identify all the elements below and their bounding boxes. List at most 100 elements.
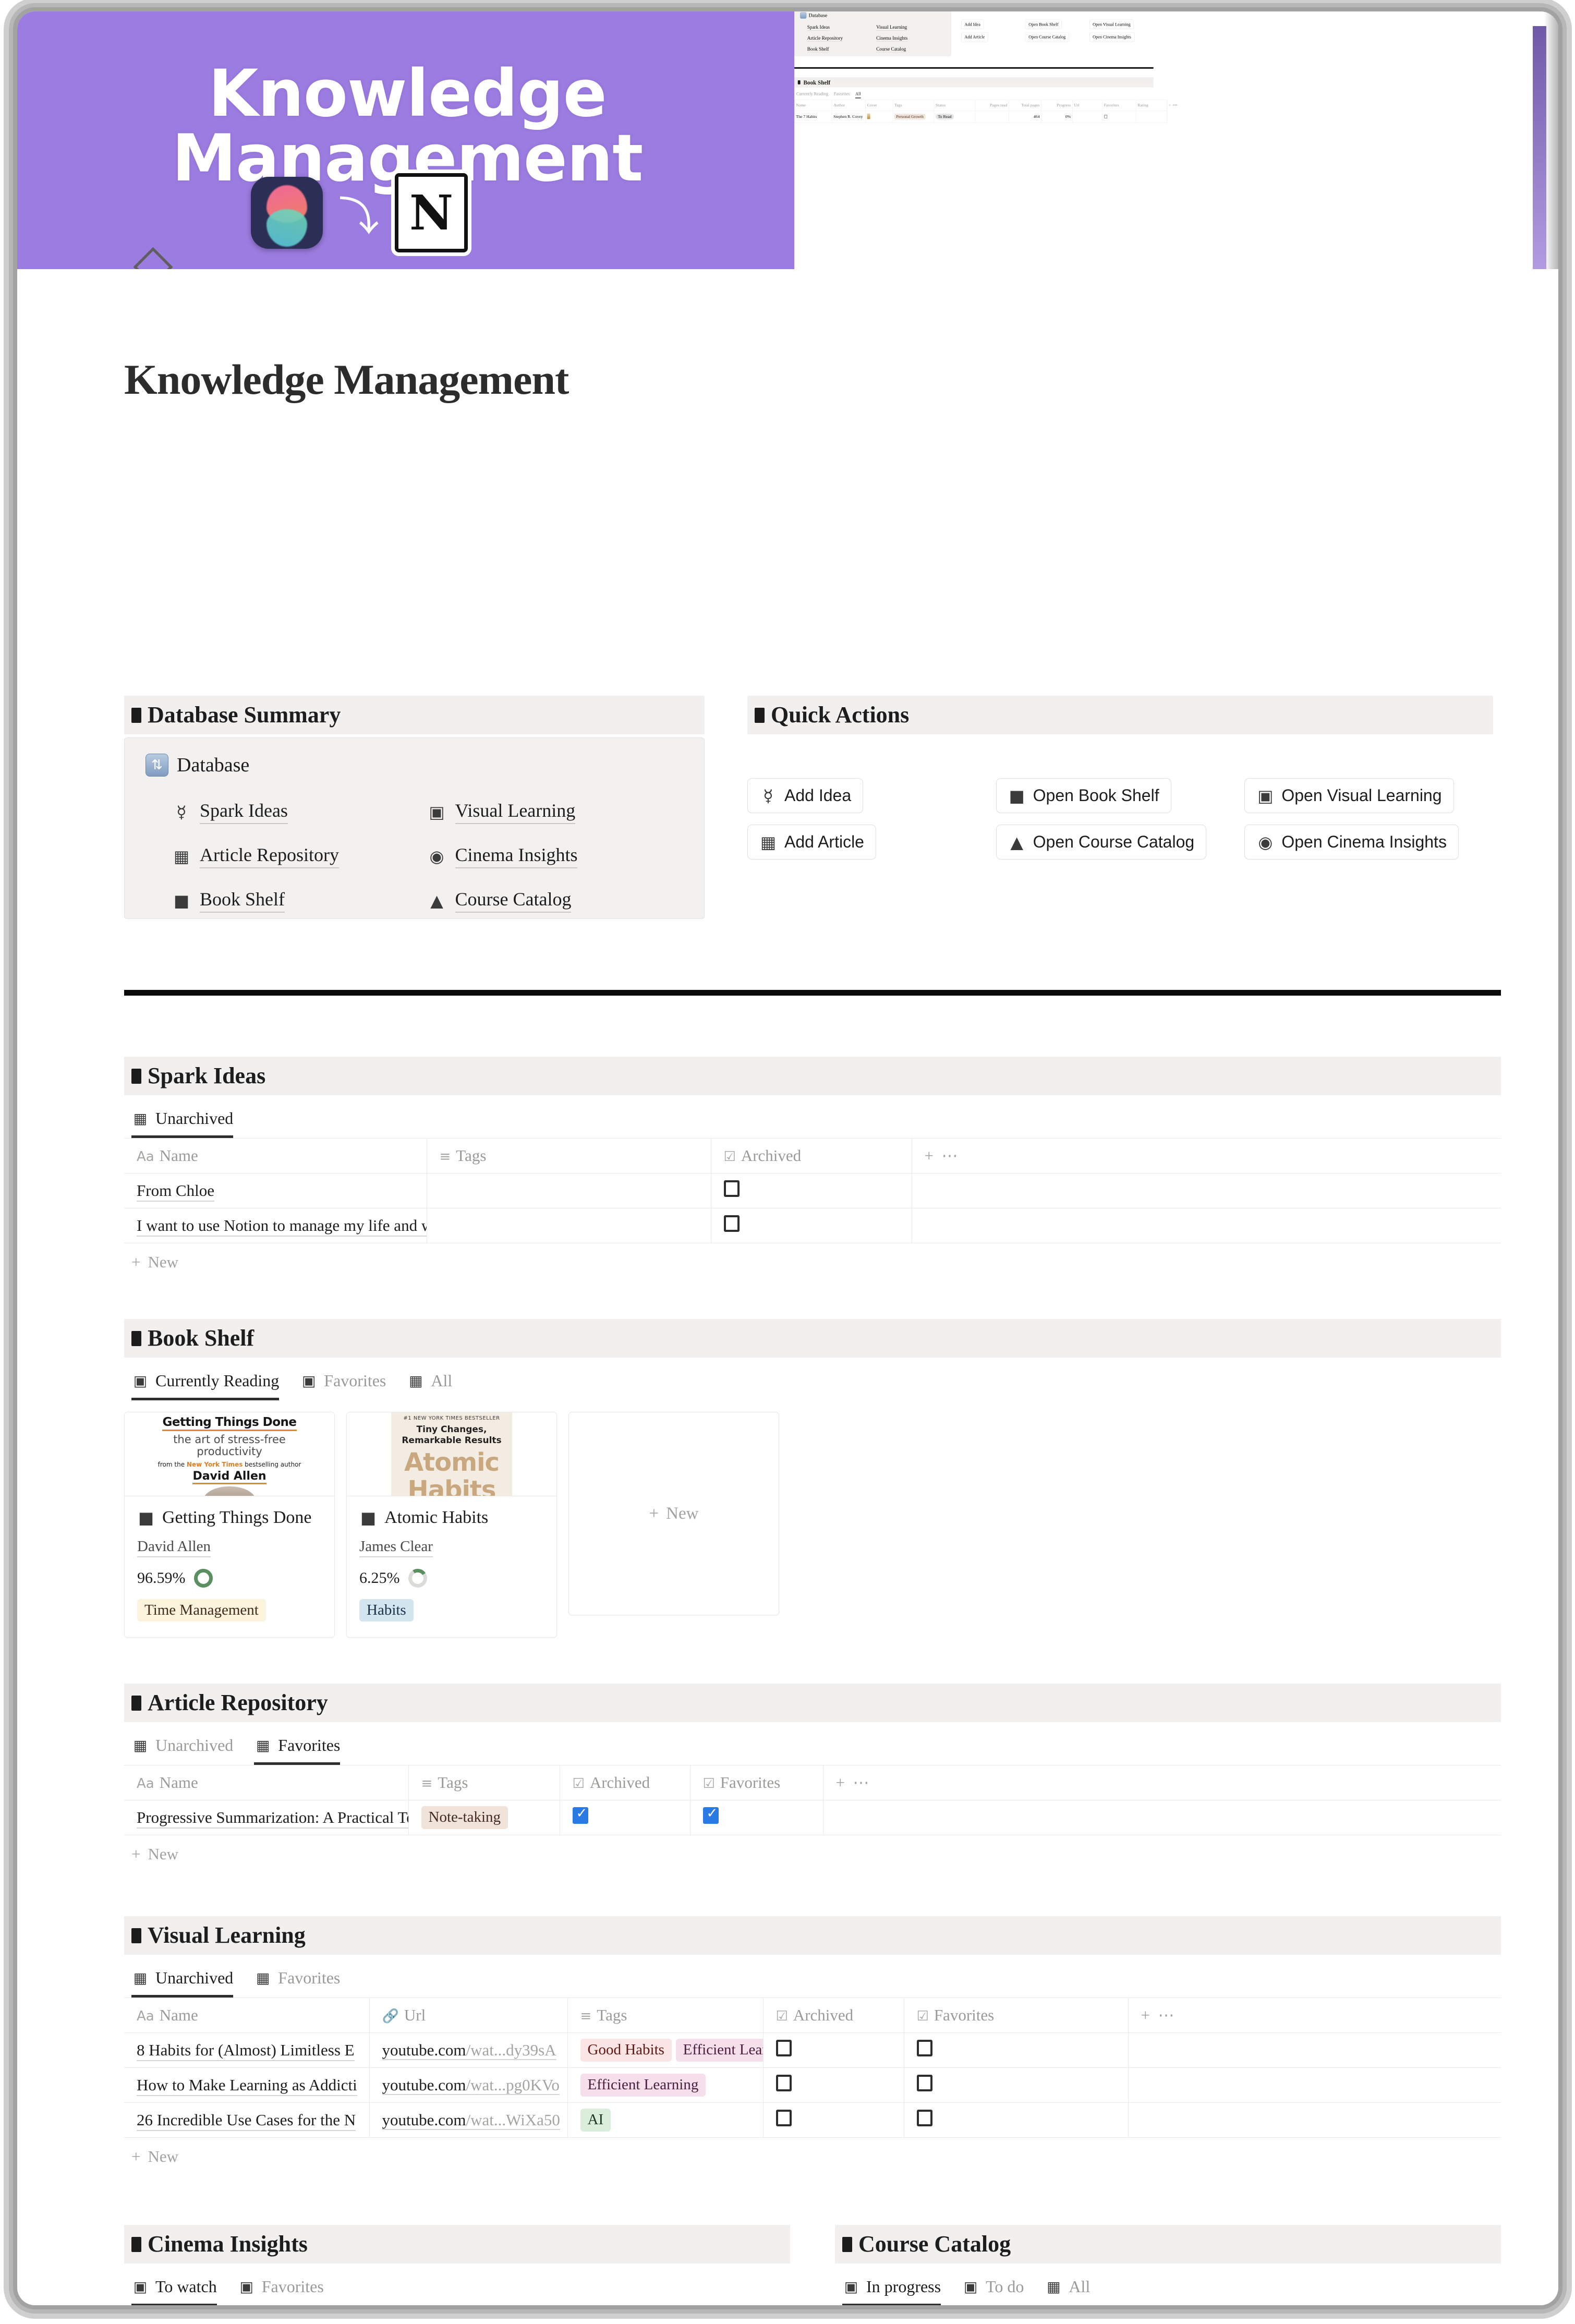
db-link-visual-learning[interactable]: ▣ Visual Learning [428, 800, 684, 824]
checkbox-unchecked-icon[interactable] [776, 2075, 792, 2091]
table-row[interactable]: Progressive Summarization: A Practical T… [124, 1800, 1501, 1835]
column-header-name[interactable]: Aa Name [124, 1998, 370, 2033]
cell-name[interactable]: 26 Incredible Use Cases for the N [124, 2102, 370, 2138]
column-header-archived[interactable]: ☑ Archived [763, 1998, 904, 2033]
cell-favorites[interactable] [690, 1800, 823, 1835]
checkbox-unchecked-icon[interactable] [723, 1180, 740, 1197]
column-header-archived[interactable]: ☑ Archived [711, 1138, 912, 1173]
column-header-add[interactable]: + ⋯ [823, 1765, 1501, 1800]
more-icon[interactable]: ⋯ [853, 1773, 869, 1792]
column-header-tags[interactable]: ≡ Tags [567, 1998, 764, 2033]
view-tab-favorites[interactable]: ▣ Favorites [238, 2277, 323, 2305]
view-tab-to-watch[interactable]: ▣ To watch [131, 2277, 217, 2305]
column-header-archived[interactable]: ☑ Archived [560, 1765, 690, 1800]
add-article-button[interactable]: ▦ Add Article [747, 825, 876, 860]
view-tab-all[interactable]: ▦ All [407, 1371, 452, 1400]
cell-archived[interactable] [711, 1208, 912, 1243]
book-shelf-new-card[interactable]: + New [568, 1412, 779, 1615]
view-tab-to-do[interactable]: ▣ To do [962, 2277, 1024, 2305]
cell-archived[interactable] [763, 2067, 904, 2103]
column-header-favorites[interactable]: ☑ Favorites [690, 1765, 823, 1800]
cell-tags[interactable] [427, 1208, 711, 1243]
checkbox-unchecked-icon[interactable] [776, 2110, 792, 2126]
more-icon[interactable]: ⋯ [941, 1146, 958, 1165]
table-row[interactable]: 8 Habits for (Almost) Limitless E youtub… [124, 2032, 1501, 2068]
view-tab-label: All [431, 1371, 453, 1390]
open-visual-learning-button[interactable]: ▣ Open Visual Learning [1244, 778, 1454, 813]
cell-archived[interactable] [763, 2102, 904, 2138]
visual-learning-new-row[interactable]: + New [124, 2138, 1501, 2166]
cell-archived[interactable] [560, 1800, 690, 1835]
column-header-name[interactable]: Aa Name [124, 1138, 427, 1173]
add-idea-button[interactable]: ☿ Add Idea [747, 778, 864, 813]
column-header-tags[interactable]: ≡ Tags [408, 1765, 560, 1800]
open-cinema-insights-button[interactable]: ◉ Open Cinema Insights [1244, 825, 1459, 860]
view-tab-unarchived[interactable]: ▦ Unarchived [131, 1968, 234, 1998]
cell-favorites[interactable] [904, 2032, 1129, 2068]
view-tab-all[interactable]: ▦ All [1045, 2277, 1090, 2305]
column-header-add[interactable]: + ⋯ [1128, 1998, 1501, 2033]
section-bullet-icon [131, 1330, 141, 1346]
cell-tags[interactable]: Efficient Learning [567, 2067, 764, 2103]
book-card[interactable]: #1 NEW YORK TIMES BESTSELLER Tiny Change… [346, 1412, 557, 1638]
cell-favorites[interactable] [904, 2067, 1129, 2103]
row-tag: Good Habits [580, 2039, 672, 2062]
spark-ideas-header: Spark Ideas [124, 1057, 1501, 1095]
cell-name[interactable]: 8 Habits for (Almost) Limitless E [124, 2032, 370, 2068]
db-link-article-repository[interactable]: ▦ Article Repository [173, 844, 428, 868]
table-row[interactable]: 26 Incredible Use Cases for the N youtub… [124, 2102, 1501, 2138]
view-tab-favorites[interactable]: ▦ Favorites [254, 1968, 340, 1998]
checkbox-unchecked-icon[interactable] [916, 2110, 932, 2126]
column-header-add[interactable]: + ⋯ [912, 1138, 1501, 1173]
column-header-tags[interactable]: ≡ Tags [427, 1138, 711, 1173]
table-row[interactable]: How to Make Learning as Addicti youtube.… [124, 2067, 1501, 2103]
db-link-cinema-insights[interactable]: ◉ Cinema Insights [428, 844, 684, 868]
spark-ideas-new-row[interactable]: + New [124, 1243, 1501, 1272]
cell-name[interactable]: I want to use Notion to manage my life a… [124, 1208, 427, 1243]
view-tab-favorites[interactable]: ▣ Favorites [300, 1371, 386, 1400]
open-book-shelf-button[interactable]: ■ Open Book Shelf [996, 778, 1171, 813]
view-tab-favorites[interactable]: ▦ Favorites [254, 1736, 341, 1765]
checkbox-unchecked-icon[interactable] [916, 2040, 932, 2056]
more-icon[interactable]: ⋯ [1158, 2006, 1174, 2024]
checkbox-unchecked-icon[interactable] [916, 2075, 932, 2091]
cell-name[interactable]: Progressive Summarization: A Practical T… [124, 1800, 409, 1835]
cell-tags[interactable]: Good Habits Efficient Learn [567, 2032, 764, 2068]
notion-letter: N [409, 185, 454, 241]
cell-archived[interactable] [711, 1173, 912, 1208]
plus-icon[interactable]: + [835, 1773, 845, 1792]
column-header-url[interactable]: 🔗 Url [369, 1998, 568, 2033]
cell-name[interactable]: How to Make Learning as Addicti [124, 2067, 370, 2103]
plus-icon[interactable]: + [1141, 2006, 1150, 2024]
cell-url[interactable]: youtube.com/wat...WiXa50 [369, 2102, 568, 2138]
db-link-book-shelf[interactable]: ■ Book Shelf [173, 888, 428, 913]
view-tab-in-progress[interactable]: ▣ In progress [842, 2277, 941, 2305]
cell-tags[interactable] [427, 1173, 711, 1208]
checkbox-checked-icon[interactable] [572, 1806, 588, 1824]
cell-favorites[interactable] [904, 2102, 1129, 2138]
column-header-name[interactable]: Aa Name [124, 1765, 409, 1800]
column-header-favorites[interactable]: ☑ Favorites [904, 1998, 1129, 2033]
open-course-catalog-button[interactable]: ▲ Open Course Catalog [996, 825, 1207, 860]
checkbox-unchecked-icon[interactable] [776, 2040, 792, 2056]
view-tab-unarchived[interactable]: ▦ Unarchived [131, 1736, 234, 1765]
article-repository-new-row[interactable]: + New [124, 1835, 1501, 1863]
checkbox-checked-icon[interactable] [702, 1806, 719, 1824]
cell-url[interactable]: youtube.com/wat...dy39sA [369, 2032, 568, 2068]
plus-icon[interactable]: + [924, 1146, 934, 1165]
page-title: Knowledge Management [124, 356, 569, 403]
cell-archived[interactable] [763, 2032, 904, 2068]
table-row[interactable]: I want to use Notion to manage my life a… [124, 1208, 1501, 1243]
checkbox-unchecked-icon[interactable] [723, 1215, 740, 1232]
db-link-spark-ideas[interactable]: ☿ Spark Ideas [173, 800, 428, 824]
table-icon: ▦ [1047, 2278, 1061, 2295]
table-row[interactable]: From Chloe [124, 1173, 1501, 1208]
view-tab-currently-reading[interactable]: ▣ Currently Reading [131, 1371, 280, 1400]
book-card[interactable]: Getting Things Done the art of stress-fr… [124, 1412, 335, 1638]
db-link-course-catalog[interactable]: ▲ Course Catalog [428, 888, 684, 913]
cell-tags[interactable]: Note-taking [408, 1800, 560, 1835]
cell-tags[interactable]: AI [567, 2102, 764, 2138]
cell-name[interactable]: From Chloe [124, 1173, 427, 1208]
view-tab-unarchived[interactable]: ▦ Unarchived [131, 1109, 234, 1138]
cell-url[interactable]: youtube.com/wat...pg0KVo [369, 2067, 568, 2103]
